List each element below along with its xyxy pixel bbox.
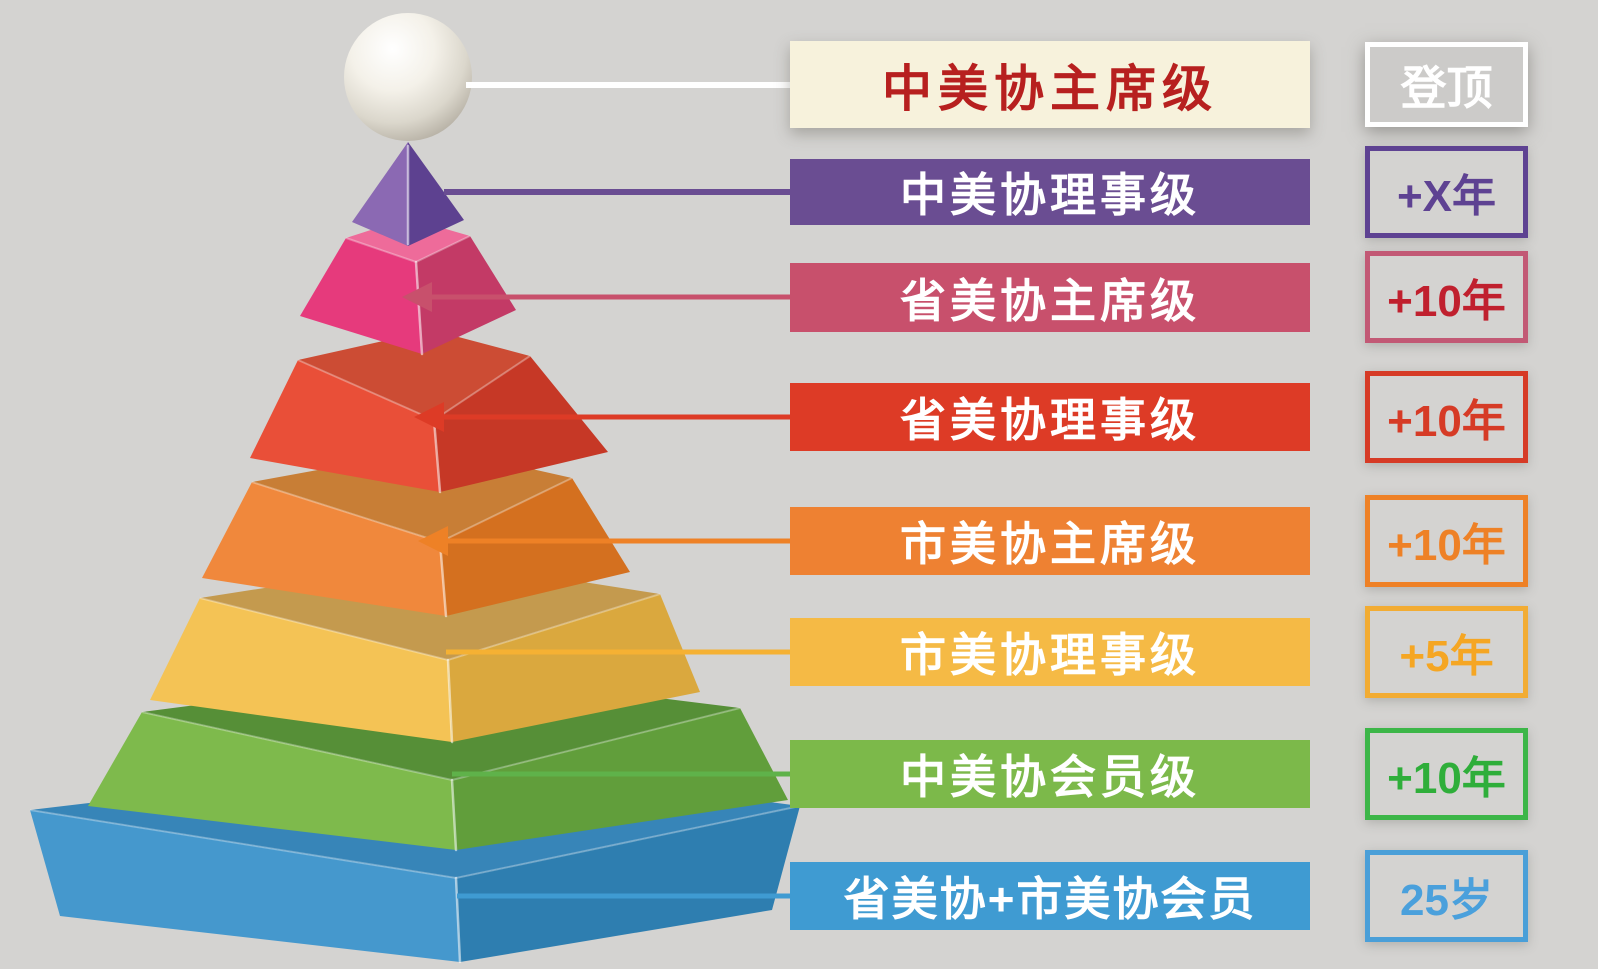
layer-4-front-edge (432, 418, 442, 494)
level-bar-3: 省美协主席级 (790, 263, 1310, 332)
layer-4-top-face (298, 330, 530, 420)
layer-5-front-edge (438, 540, 448, 618)
layer-3-front-edge (414, 260, 424, 356)
connector-arrow-4 (414, 402, 444, 432)
level-badge-8: 25岁 (1365, 850, 1528, 942)
level-bar-2: 中美协理事级 (790, 159, 1310, 225)
layer-5-right-face (440, 478, 630, 616)
level-label-1: 中美协主席级 (882, 60, 1218, 117)
layer-7-front-edge (450, 778, 458, 852)
level-badge-6: +5年 (1365, 606, 1528, 698)
layer-2-right-face (408, 142, 464, 246)
level-bar-8: 省美协+市美协会员 (790, 862, 1310, 930)
level-label-2: 中美协理事级 (900, 169, 1200, 221)
summit-sphere (344, 13, 472, 141)
pyramid-layer-4-red (250, 330, 608, 494)
level-bar-1: 中美协主席级 (790, 41, 1310, 128)
level-badge-text-3: +10年 (1387, 277, 1506, 326)
layer-8-right-face (456, 806, 800, 962)
level-badge-text-2: +X年 (1396, 172, 1497, 221)
level-badge-4: +10年 (1365, 371, 1528, 463)
level-badge-text-5: +10年 (1387, 521, 1506, 570)
pyramid-layer-2-purple-tip (352, 142, 464, 246)
level-label-5: 市美协主席级 (900, 518, 1200, 570)
level-bar-6: 市美协理事级 (790, 618, 1310, 686)
level-label-8: 省美协+市美协会员 (843, 873, 1257, 925)
level-badge-text-6: +5年 (1399, 632, 1494, 681)
layer-8-front-edge (454, 876, 462, 964)
layer-7-left-face (88, 712, 456, 850)
layer-6-right-face (448, 594, 700, 742)
level-badge-text-7: +10年 (1387, 754, 1506, 803)
level-badge-5: +10年 (1365, 495, 1528, 587)
layer-6-front-edge (446, 658, 454, 744)
level-label-3: 省美协主席级 (900, 274, 1200, 327)
level-badge-7: +10年 (1365, 728, 1528, 820)
level-badge-3: +10年 (1365, 251, 1528, 343)
level-badge-text-8: 25岁 (1400, 876, 1493, 925)
level-badge-1: 登顶 (1365, 42, 1528, 127)
connector-arrow-3 (402, 282, 432, 312)
layer-4-left-face (250, 360, 440, 492)
level-badge-text-4: +10年 (1387, 397, 1506, 446)
connector-arrow-5 (418, 526, 448, 556)
level-label-6: 市美协理事级 (900, 629, 1200, 681)
layer-5-left-face (202, 482, 446, 616)
layer-4-right-face (434, 356, 608, 492)
layer-7-right-face (452, 708, 788, 850)
level-label-4: 省美协理事级 (900, 394, 1200, 446)
layer-6-left-face (150, 598, 452, 742)
layer-8-left-face (30, 810, 460, 962)
level-bar-5: 市美协主席级 (790, 507, 1310, 575)
level-badge-text-1: 登顶 (1400, 61, 1493, 114)
level-bar-4: 省美协理事级 (790, 383, 1310, 451)
layer-3-left-face (300, 238, 422, 354)
layer-2-left-face (352, 142, 408, 246)
level-bar-7: 中美协会员级 (790, 740, 1310, 808)
level-label-7: 中美协会员级 (900, 751, 1200, 803)
level-badge-2: +X年 (1365, 146, 1528, 238)
